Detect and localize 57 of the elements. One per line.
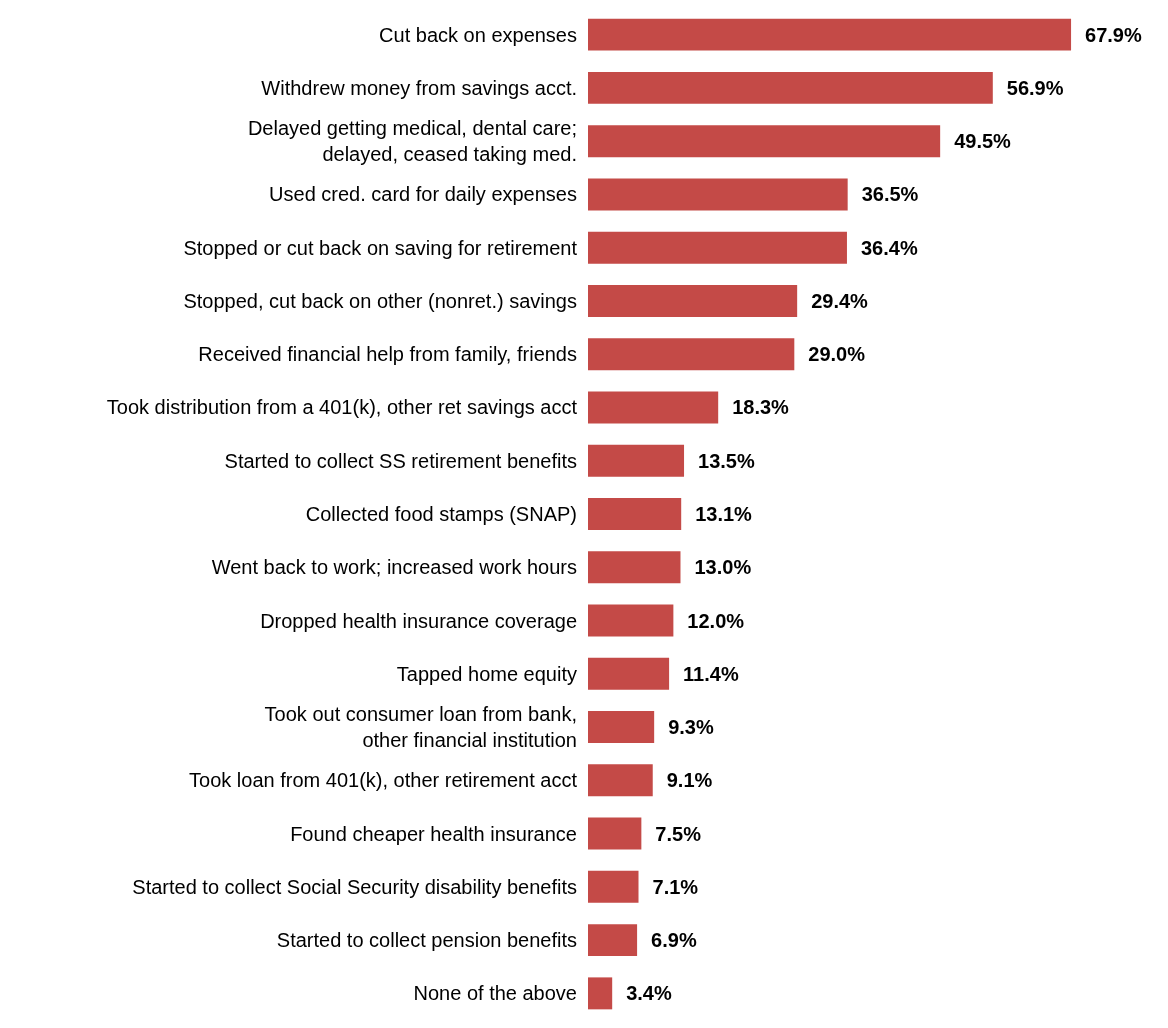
- data-label: 9.3%: [668, 716, 714, 739]
- y-tick-label: Dropped health insurance coverage: [260, 609, 577, 632]
- y-tick-label: Started to collect pension benefits: [276, 929, 577, 952]
- bar: [588, 924, 638, 957]
- bar: [588, 870, 639, 903]
- data-label: 13.1%: [695, 503, 753, 525]
- data-label: 29.4%: [811, 289, 869, 312]
- y-tick-label: Took distribution from a 401(k), other ret savings acct: [106, 396, 578, 419]
- bar: [588, 231, 847, 264]
- y-tick-label: Started to collect Social Security disability benefits: [132, 875, 577, 898]
- y-tick-label: Tapped home equity: [396, 662, 577, 685]
- y-tick-label: Started to collect SS retirement benefits: [224, 449, 577, 472]
- data-label: 67.9%: [1085, 23, 1142, 46]
- y-tick-label: Stopped, cut back on other (nonret.) savings: [183, 289, 577, 312]
- bar: [588, 551, 681, 584]
- data-label: 13.0%: [694, 556, 752, 579]
- data-label: 56.9%: [1006, 76, 1064, 99]
- bar: [588, 338, 795, 371]
- bar: [588, 444, 685, 477]
- bar: [588, 18, 1072, 51]
- y-tick-label: Withdrew money from savings acct.: [261, 76, 577, 99]
- y-tick-label: Used cred. card for daily expenses: [269, 183, 577, 206]
- bar: [588, 178, 848, 211]
- data-label: 12.0%: [687, 609, 745, 632]
- data-label: 7.1%: [652, 875, 699, 898]
- y-tick-label: Took loan from 401(k), other retirement acct: [189, 769, 578, 792]
- bar: [588, 977, 613, 1010]
- data-label: 7.5%: [655, 822, 702, 845]
- bar: [588, 125, 941, 158]
- data-label: 29.0%: [808, 343, 866, 366]
- data-label: 11.4%: [683, 662, 739, 685]
- bar: [588, 764, 653, 797]
- data-label: 3.4%: [626, 982, 672, 1005]
- bar: [588, 391, 719, 424]
- data-label: 49.5%: [954, 130, 1012, 153]
- data-label: 6.9%: [651, 929, 697, 952]
- y-tick-label: Collected food stamps (SNAP): [305, 503, 577, 525]
- y-tick-label: Went back to work; increased work hours: [211, 556, 577, 579]
- y-tick-label: None of the above: [413, 982, 577, 1005]
- y-tick-label: Found cheaper health insurance: [290, 822, 577, 845]
- data-label: 36.4%: [860, 236, 918, 259]
- y-tick-label: Received financial help from family, friends: [198, 343, 577, 366]
- bar: [588, 498, 682, 530]
- data-label: 18.3%: [732, 396, 790, 419]
- y-tick-label: Stopped or cut back on saving for retirement: [183, 236, 578, 259]
- data-label: 36.5%: [861, 183, 919, 206]
- bar: [588, 71, 993, 104]
- bar: [588, 604, 674, 637]
- bar: [588, 817, 642, 850]
- bar: [588, 657, 670, 690]
- y-tick-label: Delayed getting medical, dental care; delayed, ceased taking med.: [247, 117, 577, 166]
- data-label: 13.5%: [698, 449, 755, 472]
- y-tick-label: Took out consumer loan from bank, other financial institution: [264, 703, 577, 752]
- bar: [588, 284, 798, 317]
- bar: [588, 711, 655, 744]
- y-tick-label: Cut back on expenses: [379, 23, 577, 46]
- data-label: 9.1%: [666, 769, 713, 792]
